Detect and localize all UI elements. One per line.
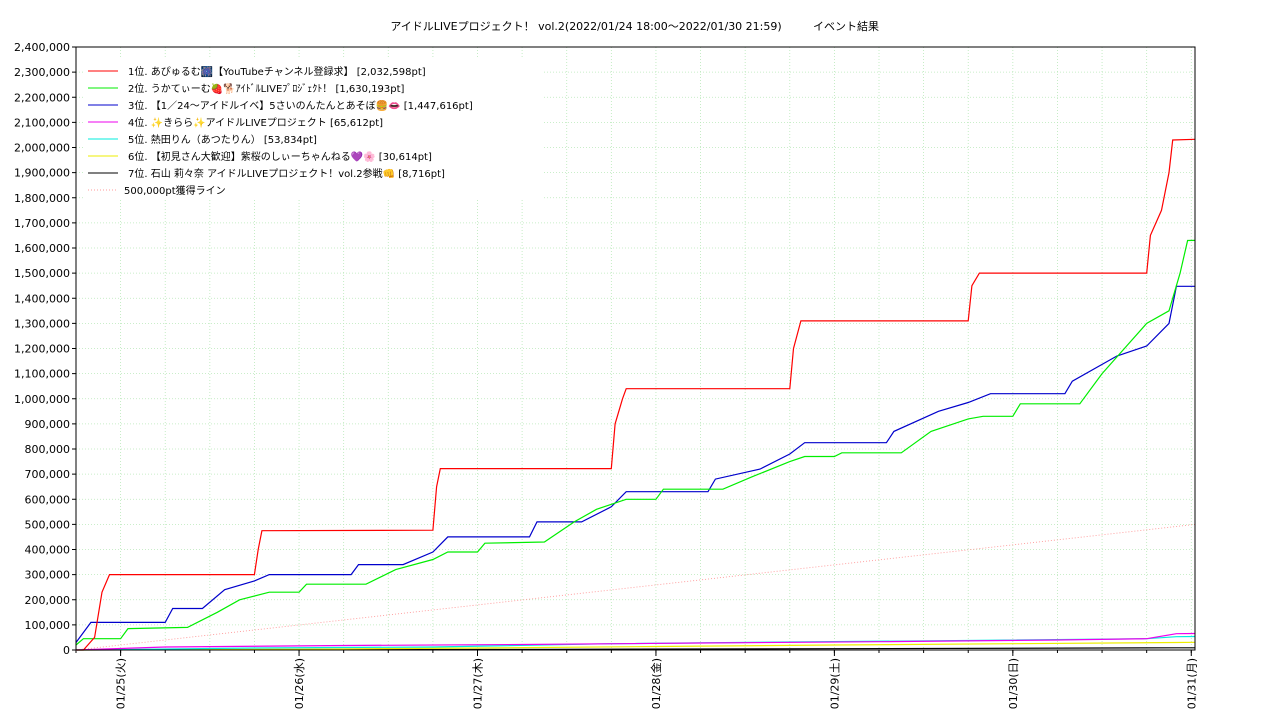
legend-label: 4位. ✨きらら✨アイドルLIVEプロジェクト [65,612pt] [128,116,383,129]
legend-box [84,57,544,199]
x-tick-label: 01/25(火) [115,658,128,709]
y-tick-label: 700,000 [25,468,71,481]
x-tick-label: 01/26(水) [293,658,306,709]
plot-frame [75,46,1196,651]
y-tick-label: 300,000 [25,569,71,582]
y-tick-label: 1,200,000 [14,343,70,356]
x-tick-label: 01/28(金) [649,658,663,709]
y-tick-label: 1,300,000 [14,317,70,330]
y-tick-label: 800,000 [25,443,71,456]
legend-label: 500,000pt獲得ライン [124,184,226,197]
y-tick-label: 2,300,000 [14,66,70,79]
series-line [75,239,1196,646]
chart-subtitle: イベント結果 [813,19,879,33]
chart-title: アイドルLIVEプロジェクト！ vol.2(2022/01/24 18:00～2… [390,20,781,33]
y-tick-label: 100,000 [25,619,71,632]
y-tick-label: 1,500,000 [14,267,70,280]
x-tick-label: 01/31(月) [1185,658,1198,709]
legend-label: 5位. 熱田りん（あつたりん） [53,834pt] [128,133,317,146]
y-tick-label: 200,000 [25,594,71,607]
y-tick-label: 1,100,000 [14,368,70,381]
y-tick-label: 0 [63,644,70,657]
legend-label: 2位. うかてぃーむ🍓🐕ｱｲﾄﾞﾙLIVEﾌﾟﾛｼﾞｪｸﾄ！ [1,630,19… [128,82,405,95]
x-tick-label: 01/29(土) [828,658,841,709]
series-line [75,632,1196,651]
x-tick-label: 01/27(木) [472,658,485,709]
y-tick-label: 600,000 [25,493,71,506]
y-tick-label: 900,000 [25,418,71,431]
series-line [75,285,1195,643]
y-tick-label: 1,900,000 [14,167,70,180]
y-tick-label: 2,400,000 [14,41,70,54]
legend-label: 7位. 石山 莉々奈 アイドルLIVEプロジェクト！vol.2参戦👊 [8,71… [128,167,445,180]
y-tick-label: 1,800,000 [14,192,70,205]
y-tick-label: 1,700,000 [14,217,70,230]
y-tick-label: 500,000 [25,518,71,531]
series-line [75,641,1196,651]
legend-label: 6位. 【初見さん大歓迎】紫桜のしぃーちゃんねる💜🌸 [30,614pt] [128,150,432,163]
y-tick-label: 2,200,000 [14,91,70,104]
legend: 1位. あぴゅるむ🎆【YouTubeチャンネル登録求】 [2,032,598pt… [84,57,544,199]
x-tick-label: 01/30(日) [1007,658,1020,709]
series-line [75,523,1196,651]
y-tick-label: 1,000,000 [14,393,70,406]
y-tick-label: 400,000 [25,544,71,557]
y-tick-label: 1,400,000 [14,292,70,305]
x-axis: 01/25(火) 01/26(水) 01/27(木) 01/28(金) 01/29(土)… [75,650,1198,709]
legend-label: 3位. 【1／24〜アイドルイベ】5さいのんたんとあそぼ🍔👄 [1,447,61… [128,99,473,112]
series-line [76,138,1196,651]
y-axis: 0 100,000 200,000 300,000 400,000 500,000 600,… [14,41,76,657]
y-tick-label: 1,600,000 [14,242,70,255]
y-tick-label: 2,100,000 [14,116,70,129]
series-layer [75,138,1196,651]
y-tick-label: 2,000,000 [14,142,70,155]
legend-label: 1位. あぴゅるむ🎆【YouTubeチャンネル登録求】 [2,032,598pt… [128,65,426,78]
